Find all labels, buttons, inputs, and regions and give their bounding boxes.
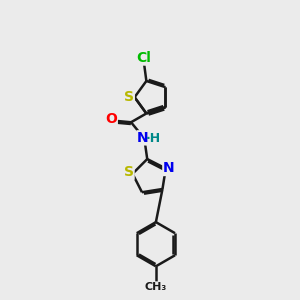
Text: O: O [105,112,117,126]
Text: CH₃: CH₃ [145,282,167,292]
Text: N: N [163,161,175,176]
Text: S: S [124,165,134,179]
Text: Cl: Cl [136,51,152,65]
Text: S: S [124,90,134,104]
Text: N: N [137,131,148,145]
Text: ·H: ·H [146,132,161,145]
